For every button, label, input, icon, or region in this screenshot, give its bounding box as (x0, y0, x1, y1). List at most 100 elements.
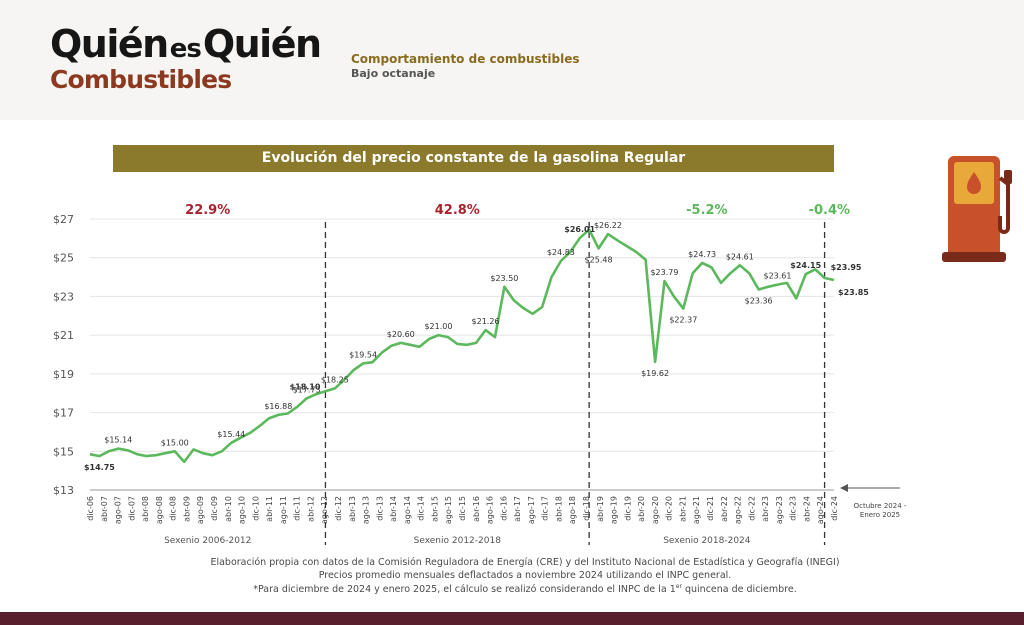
data-label: $15.00 (161, 438, 189, 447)
x-tick-label: abr-20 (637, 496, 646, 522)
section-subtitle: Bajo octanaje (351, 67, 436, 80)
data-label: $23.36 (745, 296, 773, 305)
x-tick-label: ago-17 (527, 496, 536, 524)
x-tick-label: abr-15 (430, 496, 439, 522)
data-label: $21.26 (472, 317, 500, 326)
x-tick-label: dic-06 (86, 496, 95, 521)
x-tick-label: dic-18 (582, 496, 591, 521)
x-tick-label: abr-16 (472, 496, 481, 522)
x-tick-label: abr-14 (389, 496, 398, 522)
data-label: $23.79 (650, 268, 678, 277)
x-tick-label: ago-19 (610, 496, 619, 524)
period-change-label: 42.8% (435, 203, 480, 218)
y-tick-label: $15 (53, 445, 74, 458)
x-tick-label: dic-16 (499, 496, 508, 521)
x-tick-label: ago-14 (403, 496, 412, 524)
x-tick-label: dic-23 (789, 496, 798, 521)
data-label: $19.62 (641, 369, 669, 378)
annotation-label-line2: Enero 2025 (860, 511, 900, 519)
annotation-arrow-head (840, 484, 848, 492)
data-label: $23.85 (838, 288, 869, 297)
footnote-text: *Para diciembre de 2024 y enero 2025, el… (253, 584, 676, 596)
x-tick-label: dic-07 (127, 496, 136, 521)
period-change-label: -5.2% (686, 203, 727, 218)
x-tick-label: abr-19 (596, 496, 605, 522)
x-tick-label: ago-16 (486, 496, 495, 524)
logo: QuiénesQuién (50, 22, 322, 66)
y-tick-label: $27 (53, 213, 74, 226)
logo-word-quien-2: Quién (202, 22, 322, 66)
x-tick-label: dic-20 (665, 496, 674, 521)
x-tick-label: dic-17 (541, 496, 550, 521)
data-label: $17.73 (293, 385, 321, 394)
x-tick-label: ago-11 (279, 496, 288, 524)
data-label: $24.73 (688, 250, 716, 259)
logo-word-es: es (169, 34, 202, 64)
x-tick-label: abr-23 (761, 496, 770, 522)
period-change-label: 22.9% (185, 203, 230, 218)
source-note: Elaboración propia con datos de la Comis… (210, 557, 840, 568)
data-label: $21.00 (424, 322, 452, 331)
x-tick-label: abr-22 (720, 496, 729, 522)
x-tick-label: abr-12 (306, 496, 315, 522)
data-label: $20.60 (387, 330, 415, 339)
x-tick-label: dic-15 (458, 496, 467, 521)
x-tick-label: abr-18 (554, 496, 563, 522)
data-label: $15.44 (217, 430, 245, 439)
x-tick-label: abr-21 (678, 496, 687, 522)
header: QuiénesQuién Combustibles Comportamiento… (0, 0, 1024, 120)
y-tick-label: $25 (53, 252, 74, 265)
data-label: $24.15 (790, 261, 821, 270)
x-tick-label: dic-11 (293, 496, 302, 521)
logo-word-quien-1: Quién (50, 22, 169, 66)
x-tick-label: dic-21 (706, 496, 715, 521)
x-tick-label: dic-09 (210, 496, 219, 521)
data-label: $26.01 (564, 225, 595, 234)
x-tick-label: ago-12 (320, 496, 329, 524)
x-tick-label: dic-22 (747, 496, 756, 521)
data-label: $18.25 (321, 375, 349, 384)
data-label: $22.37 (669, 316, 697, 325)
data-label: $23.50 (490, 274, 518, 283)
x-tick-label: dic-14 (417, 496, 426, 521)
data-label: $24.83 (547, 248, 575, 257)
period-label: Sexenio 2006-2012 (164, 536, 251, 546)
x-tick-label: dic-08 (169, 496, 178, 521)
method-note: Precios promedio mensuales deflactados a… (318, 570, 732, 581)
data-line (89, 228, 835, 464)
data-label: $18.10 (290, 382, 321, 391)
y-tick-label: $23 (53, 290, 74, 303)
x-tick-label: abr-11 (265, 496, 274, 522)
y-tick-label: $13 (53, 484, 74, 497)
y-tick-label: $21 (53, 329, 74, 342)
period-label: Sexenio 2018-2024 (663, 536, 751, 546)
data-label: $24.61 (726, 252, 754, 261)
x-tick-label: ago-18 (568, 496, 577, 524)
x-tick-label: ago-23 (775, 496, 784, 524)
y-tick-label: $17 (53, 407, 74, 420)
period-label: Sexenio 2012-2018 (414, 536, 502, 546)
x-tick-label: ago-20 (651, 496, 660, 524)
footnote-sup: er (675, 583, 682, 590)
period-change-label: -0.4% (809, 203, 850, 218)
data-label: $19.54 (349, 350, 377, 359)
x-tick-label: dic-13 (375, 496, 384, 521)
fuel-pump-icon (942, 156, 1012, 262)
x-tick-label: ago-21 (692, 496, 701, 524)
footnote: *Para diciembre de 2024 y enero 2025, el… (100, 583, 950, 595)
data-label: $25.48 (585, 255, 613, 264)
x-tick-label: dic-24 (830, 496, 839, 521)
x-tick-label: dic-10 (251, 496, 260, 521)
data-label: $14.75 (84, 463, 115, 472)
x-tick-label: abr-08 (141, 496, 150, 522)
x-tick-label: abr-13 (348, 496, 357, 522)
x-tick-label: ago-09 (196, 496, 205, 524)
x-tick-label: ago-08 (155, 496, 164, 524)
section-title: Comportamiento de combustibles (351, 52, 580, 66)
x-tick-label: abr-17 (513, 496, 522, 522)
x-tick-label: ago-22 (734, 496, 743, 524)
logo-subtitle: Combustibles (50, 65, 232, 94)
chart-title: Evolución del precio constante de la gas… (113, 145, 834, 172)
data-label: $16.88 (264, 402, 292, 411)
